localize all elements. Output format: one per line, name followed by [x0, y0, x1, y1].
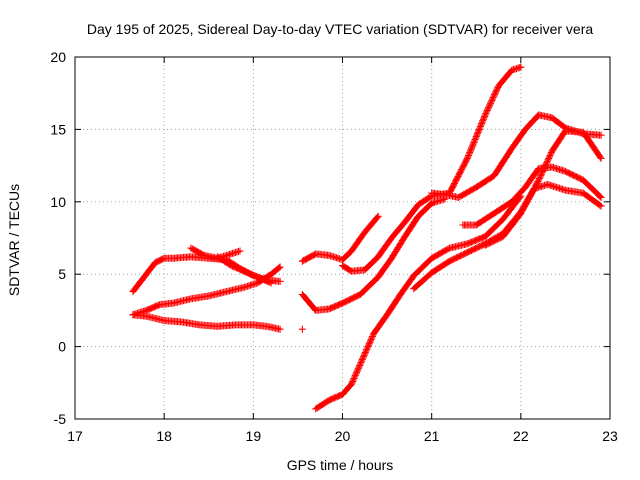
series-arc-2 [129, 263, 284, 319]
axis-ticks: 17 18 19 20 21 22 23 -5 0 5 10 15 20 [50, 49, 618, 444]
series-arc-3 [129, 311, 284, 333]
x-tick-label: 23 [602, 428, 618, 444]
series-arc-1 [129, 253, 284, 296]
y-tick-label: 10 [50, 194, 66, 210]
grid [75, 57, 610, 419]
y-tick-label: 0 [58, 339, 66, 355]
x-tick-label: 17 [67, 428, 83, 444]
x-tick-label: 18 [156, 428, 172, 444]
x-tick-label: 21 [424, 428, 440, 444]
y-tick-label: 5 [58, 266, 66, 282]
chart-title: Day 195 of 2025, Sidereal Day-to-day VTE… [87, 21, 593, 37]
series-point-1 [298, 325, 306, 333]
y-tick-label: -5 [54, 411, 67, 427]
x-tick-label: 22 [513, 428, 529, 444]
series-point-2 [517, 63, 525, 71]
series-arc-5 [214, 253, 275, 287]
y-tick-label: 15 [50, 121, 66, 137]
x-tick-label: 19 [246, 428, 262, 444]
series-arc-6 [298, 212, 382, 265]
series-arc-12 [459, 163, 605, 229]
series-arc-13 [481, 127, 605, 249]
x-tick-label: 20 [335, 428, 351, 444]
data-points [129, 63, 605, 413]
series-arc-7 [298, 195, 449, 314]
series-arc-9 [312, 192, 525, 413]
x-axis-label: GPS time / hours [287, 457, 394, 473]
y-axis-label: SDTVAR / TECUs [6, 184, 22, 296]
y-tick-label: 20 [50, 49, 66, 65]
